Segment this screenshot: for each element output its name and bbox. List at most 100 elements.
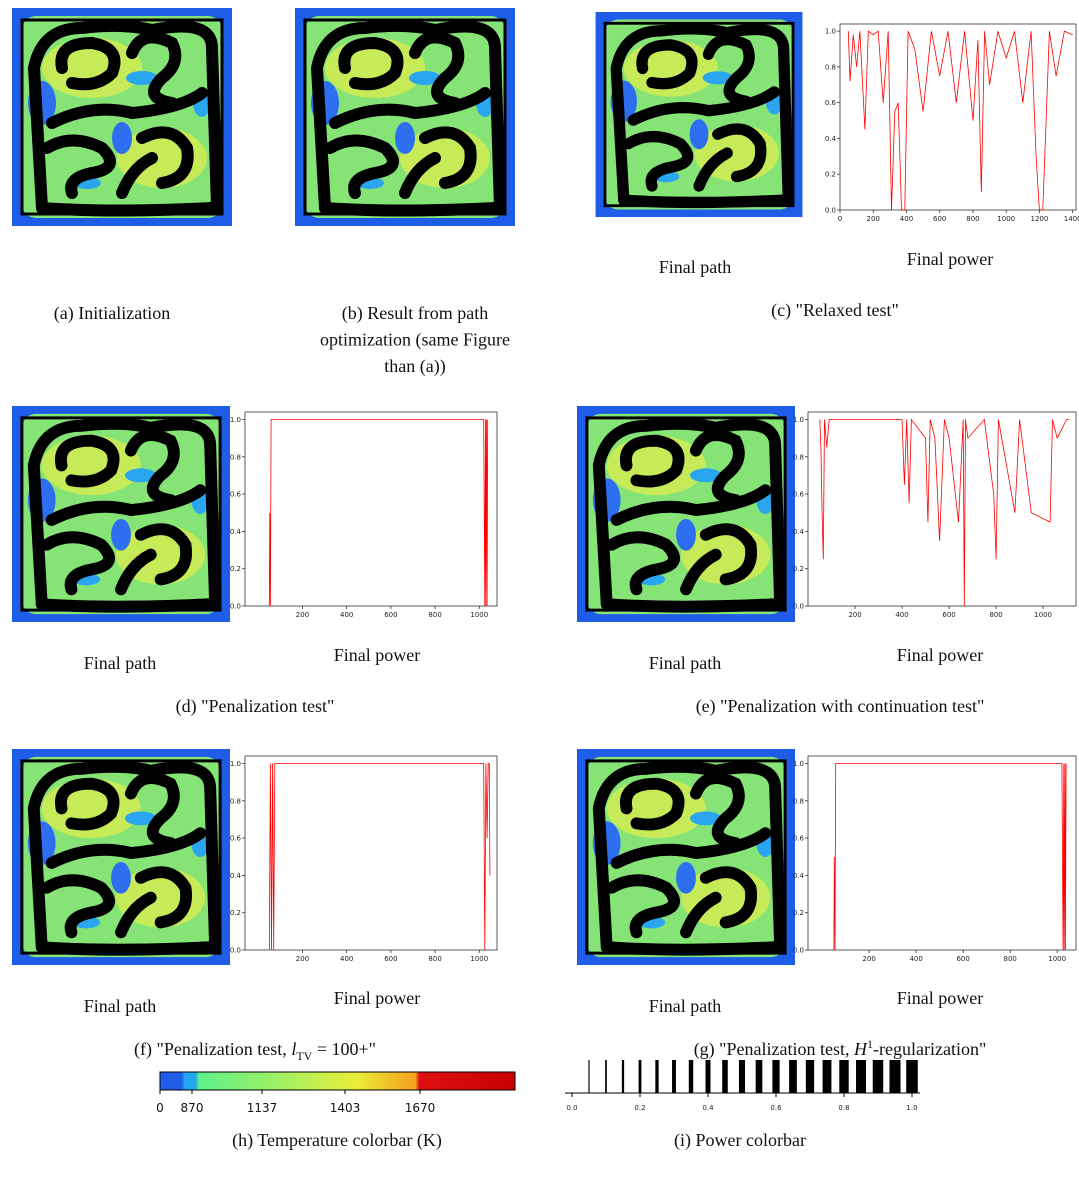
y-tick-label: 0.0 — [793, 947, 804, 955]
colorbar-tick-label: 1.0 — [906, 1104, 917, 1112]
x-tick-label: 800 — [989, 611, 1002, 619]
colorbar-tick-label: 0.2 — [634, 1104, 645, 1112]
x-tick-label: 1400 — [1064, 215, 1079, 223]
colorbar-tick-label: 0.6 — [770, 1104, 782, 1112]
path-label: Final path — [659, 257, 732, 277]
power-label: Final power — [334, 988, 420, 1008]
y-tick-label: 0.0 — [793, 603, 804, 611]
y-tick-label: 0.0 — [230, 603, 241, 611]
y-tick-label: 0.4 — [230, 872, 242, 880]
y-tick-label: 0.2 — [793, 909, 804, 917]
x-tick-label: 1000 — [997, 215, 1015, 223]
x-tick-label: 400 — [340, 611, 353, 619]
y-tick-label: 0.2 — [230, 909, 241, 917]
x-tick-label: 400 — [340, 955, 353, 963]
colorbar-tick-label: 1137 — [247, 1101, 278, 1115]
caption-part: -regularization" — [873, 1039, 986, 1059]
power-line — [268, 763, 491, 951]
path-label: Final path — [649, 653, 722, 673]
power-label: Final power — [897, 988, 983, 1008]
y-tick-label: 1.0 — [793, 416, 804, 424]
caption-part: (b) Result from path — [342, 303, 488, 324]
y-tick-label: 0.8 — [793, 453, 804, 461]
path-heatmap-image — [12, 749, 230, 965]
caption-part: than (a)) — [384, 356, 445, 377]
caption: (h) Temperature colorbar (K) — [232, 1130, 442, 1151]
y-tick-label: 0.6 — [230, 491, 242, 499]
x-tick-label: 200 — [848, 611, 861, 619]
x-tick-label: 1000 — [470, 955, 488, 963]
y-tick-label: 0.4 — [230, 528, 242, 536]
caption: (f) "Penalization test, lTV = 100+" — [134, 1039, 376, 1063]
path-label: Final path — [84, 653, 157, 673]
y-tick-label: 0.8 — [230, 797, 241, 805]
plot-frame — [244, 411, 498, 607]
path-heatmap-image — [12, 406, 230, 622]
y-tick-label: 1.0 — [825, 28, 836, 36]
y-tick-label: 0.2 — [825, 171, 836, 179]
colorbar-tick-label: 0 — [156, 1101, 164, 1115]
x-tick-label: 1000 — [1034, 611, 1052, 619]
y-tick-label: 1.0 — [230, 416, 241, 424]
y-tick-label: 0.0 — [230, 947, 241, 955]
path-heatmap-image — [596, 12, 803, 217]
x-tick-label: 800 — [428, 955, 441, 963]
colorbar-tick-label: 870 — [181, 1101, 204, 1115]
plot-frame — [807, 755, 1077, 951]
caption-part: 1 — [867, 1037, 873, 1051]
x-tick-label: 200 — [862, 955, 875, 963]
x-tick-label: 0 — [838, 215, 842, 223]
x-tick-label: 1000 — [470, 611, 488, 619]
y-tick-label: 0.6 — [230, 835, 242, 843]
colorbar-tick-label: 0.8 — [838, 1104, 849, 1112]
x-tick-label: 400 — [895, 611, 908, 619]
plot-frame — [839, 23, 1077, 211]
y-tick-label: 0.2 — [793, 565, 804, 573]
power-line — [833, 763, 1067, 951]
y-tick-label: 0.8 — [825, 63, 836, 71]
x-tick-label: 600 — [384, 955, 397, 963]
x-tick-label: 200 — [296, 955, 309, 963]
colorbar-tick-label: 0.0 — [566, 1104, 577, 1112]
y-tick-label: 0.6 — [793, 491, 805, 499]
caption-part: (c) "Relaxed test" — [771, 300, 899, 321]
plot-frame — [807, 411, 1077, 607]
caption-part: (g) "Penalization test, — [694, 1039, 854, 1060]
caption-part: optimization (same Figure — [320, 330, 510, 351]
x-tick-label: 1200 — [1031, 215, 1049, 223]
x-tick-label: 800 — [1003, 955, 1016, 963]
x-tick-label: 400 — [909, 955, 922, 963]
y-tick-label: 0.6 — [825, 99, 837, 107]
caption: optimization (same Figure — [320, 330, 510, 351]
y-tick-label: 1.0 — [793, 760, 804, 768]
x-tick-label: 600 — [933, 215, 946, 223]
caption-part: (a) Initialization — [54, 303, 170, 324]
y-tick-label: 0.6 — [793, 835, 805, 843]
path-heatmap-image — [577, 406, 795, 622]
x-tick-label: 600 — [942, 611, 955, 619]
caption: (g) "Penalization test, H1-regularizatio… — [694, 1037, 987, 1060]
power-label: Final power — [897, 645, 983, 665]
x-tick-label: 1000 — [1048, 955, 1066, 963]
path-heatmap-image — [295, 8, 515, 226]
caption-part: H — [853, 1039, 868, 1059]
path-heatmap-image — [577, 749, 795, 965]
x-tick-label: 400 — [900, 215, 913, 223]
caption: (a) Initialization — [54, 303, 170, 324]
y-tick-label: 0.0 — [825, 207, 836, 215]
caption-part: (f) "Penalization test, — [134, 1039, 291, 1060]
power-label: Final power — [334, 645, 420, 665]
colorbar-tick-label: 0.4 — [702, 1104, 714, 1112]
x-tick-label: 800 — [966, 215, 979, 223]
caption: than (a)) — [384, 356, 445, 377]
colorbar-tick-label: 1403 — [330, 1101, 361, 1115]
path-label: Final path — [84, 996, 157, 1016]
caption-part: (e) "Penalization with continuation test… — [696, 696, 985, 717]
power-label: Final power — [907, 249, 993, 269]
caption-part: (d) "Penalization test" — [176, 696, 335, 717]
caption: (b) Result from path — [342, 303, 488, 324]
power-line — [819, 418, 1069, 607]
power-line — [268, 419, 489, 607]
